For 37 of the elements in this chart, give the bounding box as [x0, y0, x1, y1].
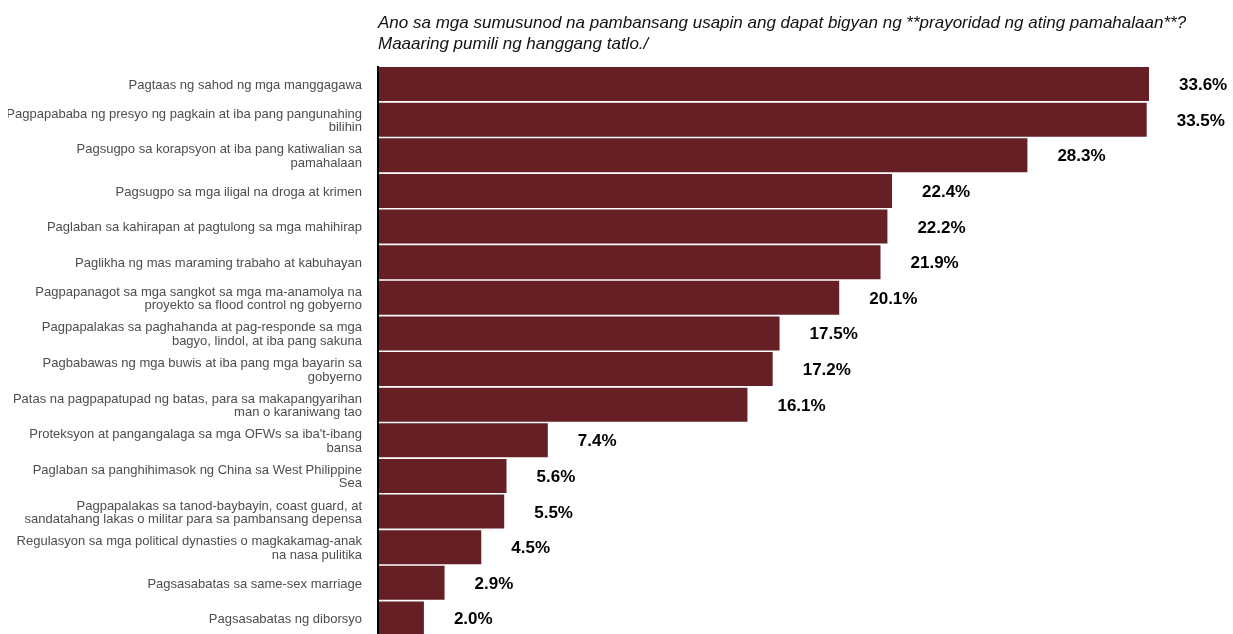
- y-tick-label: Pagsasabatas ng diborsyo: [208, 610, 362, 626]
- data-label: 28.3%: [1057, 146, 1106, 166]
- bar: [378, 173, 892, 208]
- data-label: 20.1%: [869, 288, 918, 308]
- bar: [378, 458, 507, 493]
- y-tick-label: Proteksyon at pangangalaga sa mga OFWs sa iba't-ibang bansa: [29, 425, 363, 455]
- data-label: 22.2%: [917, 217, 966, 237]
- y-tick-label: Pagtaas ng sahod ng mga manggagawa: [128, 76, 363, 92]
- data-label: 33.6%: [1179, 75, 1228, 95]
- y-tick-label: Pagbabawas ng mga buwis at iba pang mga bayarin sa gobyerno: [42, 354, 363, 384]
- y-tick-label: Paglaban sa panghihimasok ng China sa West Philippine Sea: [32, 461, 363, 490]
- y-tick-label: Pagpapanagot sa mga sangkot sa mga ma-anamolya na proyekto sa flood control ng gobyerno: [35, 283, 363, 312]
- y-tick-label: Pagsugpo sa mga iligal na droga at krimen: [115, 183, 362, 199]
- y-tick-label: Patas na pagpapatupad ng batas, para sa makapangyarihan man o karaniwang tao: [12, 390, 362, 419]
- y-tick-label: Paglaban sa kahirapan at pagtulong sa mga mahihirap: [46, 218, 362, 234]
- data-label: 21.9%: [910, 253, 959, 273]
- data-label: 2.9%: [474, 573, 514, 593]
- y-tick-label: Pagpapalakas sa paghahanda at pag-responde sa mga bagyo, lindol, at iba pang sakuna: [41, 318, 363, 348]
- data-label: 5.6%: [536, 466, 576, 486]
- y-tick-label: Pagpapalakas sa tanod-baybayin, coast guard, at sandatahang lakas o militar para sa pambansang depensa: [24, 497, 363, 526]
- y-tick-label: Paglikha ng mas maraming trabaho at kabuhayan: [75, 254, 362, 270]
- data-label: 2.0%: [453, 609, 493, 629]
- y-tick-label: Pagpapababa ng presyo ng pagkain at iba pang pangunahing bilihin: [6, 105, 362, 134]
- data-label: 7.4%: [577, 431, 617, 451]
- data-label: 5.5%: [534, 502, 573, 522]
- bar: [378, 352, 773, 386]
- data-label: 33.5%: [1176, 110, 1225, 130]
- data-label: 16.1%: [777, 395, 826, 415]
- y-tick-label: Pagsugpo sa korapsyon at iba pang katiwalian sa pamahalaan: [76, 140, 363, 170]
- data-label: 4.5%: [511, 538, 551, 558]
- chart-subtitle: Ano sa mga sumusunod na pambansang usapin ang dapat bigyan ng **prayoridad ng ating pamahalaan**? Maaaring pumili ng hanggang tatlo./: [378, 12, 1188, 54]
- y-tick-label: Regulasyon sa mga political dynasties o magkakamag-anak na nasa pulitika: [16, 532, 363, 562]
- bar: [378, 67, 1149, 101]
- data-label: 22.4%: [922, 181, 971, 201]
- data-label: 17.5%: [809, 324, 858, 344]
- data-label: 17.2%: [802, 360, 851, 380]
- y-tick-label: Pagsasabatas sa same-sex marriage: [147, 575, 362, 591]
